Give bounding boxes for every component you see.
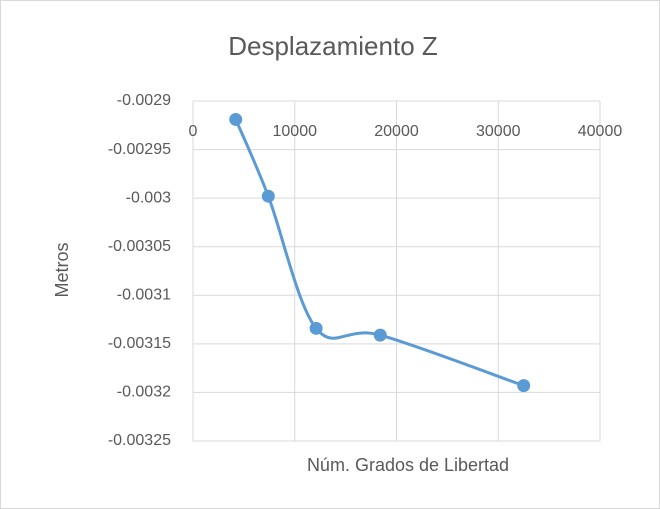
x-axis-title: Núm. Grados de Libertad [307, 455, 509, 475]
y-axis-title: Metros [52, 242, 72, 297]
chart-title: Desplazamiento Z [228, 31, 438, 61]
x-tick-label: 40000 [578, 123, 623, 140]
y-tick-label: -0.0032 [117, 384, 171, 401]
x-tick-label: 0 [189, 123, 198, 140]
data-point [229, 112, 243, 126]
data-point [373, 328, 387, 342]
x-tick-label: 20000 [374, 123, 419, 140]
x-tick-label: 10000 [273, 123, 318, 140]
y-tick-label: -0.0031 [117, 287, 171, 304]
y-tick-label: -0.00305 [108, 238, 171, 255]
data-point [517, 379, 531, 393]
y-tick-label: -0.00315 [108, 335, 171, 352]
x-tick-label: 30000 [476, 123, 521, 140]
y-tick-label: -0.00295 [108, 141, 171, 158]
data-point [261, 189, 275, 203]
data-point [309, 321, 323, 335]
y-tick-label: -0.00325 [108, 432, 171, 449]
y-tick-label: -0.003 [126, 189, 171, 206]
y-tick-label: -0.0029 [117, 92, 171, 109]
